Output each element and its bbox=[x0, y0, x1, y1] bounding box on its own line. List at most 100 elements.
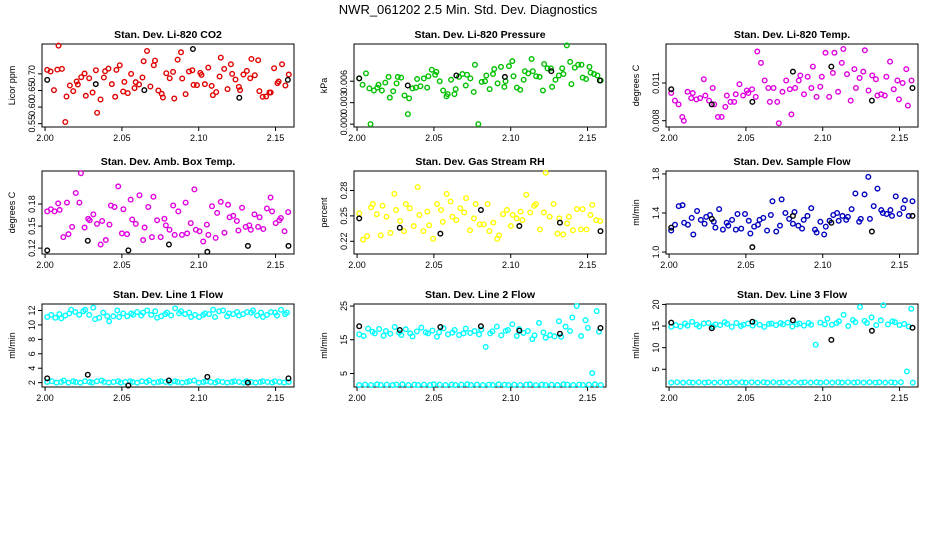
chart-1-hourly-point bbox=[78, 74, 85, 81]
chart-9-low-point bbox=[668, 379, 675, 386]
chart-9-stan-dev-line-3-flow: Stan. Dev. Line 3 Flow 2.00 2.05 2.10 2.15 5 1… bbox=[631, 289, 919, 403]
chart-6-hourly-point bbox=[789, 220, 796, 227]
chart-7-low-point bbox=[82, 378, 89, 385]
chart-9-low-point bbox=[739, 379, 746, 386]
chart-9-high-point bbox=[733, 320, 740, 327]
chart-2-hourly-point bbox=[451, 91, 458, 98]
chart-8-high-point bbox=[593, 308, 600, 315]
chart-2-hourly-point bbox=[409, 85, 416, 92]
chart-9-low-point bbox=[823, 379, 830, 386]
chart-1-hourly-point bbox=[54, 66, 61, 73]
chart-3-hourly-point bbox=[736, 81, 743, 88]
chart-1-hourly-point bbox=[271, 65, 278, 72]
chart-5-hourly-point bbox=[461, 209, 468, 216]
chart-7-low-point bbox=[281, 379, 288, 386]
chart-6-hourly-point bbox=[760, 214, 767, 221]
chart-8-high-point bbox=[409, 333, 416, 340]
chart-2-hourly-point bbox=[560, 71, 567, 78]
chart-3-hourly-point bbox=[688, 95, 695, 102]
chart-6-hourly-point bbox=[852, 190, 859, 197]
chart-3-reference-point bbox=[668, 86, 675, 93]
chart-8-high-point bbox=[360, 333, 367, 340]
chart-7-high-point bbox=[72, 308, 79, 315]
chart-9-low-point bbox=[860, 379, 867, 386]
chart-8-low-point bbox=[511, 381, 518, 388]
chart-3-hourly-point bbox=[890, 86, 897, 93]
chart-7-x-tick-label: 2.00 bbox=[36, 393, 54, 403]
chart-1-hourly-point bbox=[92, 67, 99, 74]
chart-1-hourly-point bbox=[179, 75, 186, 82]
chart-6-reference-point bbox=[868, 228, 875, 235]
chart-1-hourly-point bbox=[155, 87, 162, 94]
chart-5-hourly-point bbox=[453, 217, 460, 224]
chart-3-reference-point bbox=[909, 85, 916, 92]
chart-5-hourly-point bbox=[410, 223, 417, 230]
chart-2-hourly-point bbox=[483, 72, 490, 79]
chart-4-hourly-point bbox=[233, 217, 240, 224]
chart-5-hourly-point bbox=[401, 228, 408, 235]
chart-3-hourly-point bbox=[749, 86, 756, 93]
chart-9-high-point bbox=[789, 323, 796, 330]
chart-4-hourly-point bbox=[65, 231, 72, 238]
chart-9-x-tick-label: 2.05 bbox=[737, 393, 755, 403]
chart-7-low-point bbox=[285, 378, 292, 385]
chart-1-hourly-point bbox=[124, 90, 131, 97]
chart-6-hourly-point bbox=[865, 173, 872, 180]
chart-8-low-point bbox=[356, 381, 363, 388]
chart-1-hourly-point bbox=[275, 78, 282, 85]
chart-7-low-point bbox=[53, 379, 60, 386]
chart-7-y-tick-label: 10 bbox=[27, 320, 37, 330]
chart-8-high-point bbox=[418, 324, 425, 331]
chart-5-hourly-point bbox=[447, 198, 454, 205]
chart-5-hourly-point bbox=[550, 201, 557, 208]
chart-9-high-point bbox=[717, 322, 724, 329]
figure-title: NWR_061202 2.5 Min. Std. Dev. Diagnostic… bbox=[339, 2, 598, 17]
chart-7-high-point bbox=[120, 310, 127, 317]
chart-7-low-point bbox=[65, 379, 72, 386]
chart-8-plot-frame bbox=[353, 303, 607, 388]
chart-8-high-point bbox=[425, 330, 432, 337]
chart-4-hourly-point bbox=[81, 224, 88, 231]
chart-5-hourly-point bbox=[564, 220, 571, 227]
chart-5-hourly-point bbox=[577, 226, 584, 233]
chart-9-low-point bbox=[711, 379, 718, 386]
chart-2-hourly-point bbox=[452, 86, 459, 93]
chart-4-hourly-point bbox=[154, 217, 161, 224]
chart-9-reference-point bbox=[828, 336, 835, 343]
chart-9-high-point bbox=[761, 323, 768, 330]
chart-3-hourly-point bbox=[706, 97, 713, 104]
chart-8-low-point bbox=[542, 381, 549, 388]
chart-5-reference-point bbox=[597, 228, 604, 235]
chart-3-reference-point bbox=[708, 101, 715, 108]
chart-8-low-point bbox=[538, 381, 545, 388]
chart-7-stan-dev-line-1-flow: Stan. Dev. Line 1 Flow 2.00 2.05 2.10 2.15 2 4… bbox=[7, 289, 295, 403]
chart-2-hourly-point bbox=[406, 95, 413, 102]
chart-5-hourly-point bbox=[507, 223, 514, 230]
chart-4-title: Stan. Dev. Amb. Box Temp. bbox=[101, 156, 236, 168]
chart-6-hourly-point bbox=[745, 217, 752, 224]
chart-4-hourly-point bbox=[255, 223, 262, 230]
chart-2-hourly-point bbox=[559, 65, 566, 72]
chart-4-stan-dev-amb-box-temp: Stan. Dev. Amb. Box Temp. 2.00 2.05 2.10 2.1… bbox=[7, 156, 295, 270]
chart-5-reference-point bbox=[356, 215, 363, 222]
chart-7-low-point bbox=[93, 378, 100, 385]
chart-4-hourly-point bbox=[94, 220, 101, 227]
chart-3-hourly-point bbox=[847, 97, 854, 104]
chart-8-low-point bbox=[560, 381, 567, 388]
chart-3-hourly-point bbox=[723, 92, 730, 99]
chart-5-hourly-point bbox=[426, 222, 433, 229]
chart-1-hourly-point bbox=[267, 89, 274, 96]
chart-7-y-tick-label: 6 bbox=[27, 351, 37, 356]
chart-3-hourly-point bbox=[856, 74, 863, 81]
chart-2-hourly-point bbox=[374, 84, 381, 91]
chart-7-high-point bbox=[104, 313, 111, 320]
chart-6-hourly-point bbox=[848, 206, 855, 213]
chart-9-high-point bbox=[705, 320, 712, 327]
chart-2-plot-frame bbox=[353, 43, 607, 128]
chart-1-hourly-point bbox=[150, 62, 157, 69]
chart-2-hourly-point bbox=[414, 76, 421, 83]
chart-2-hourly-point bbox=[528, 56, 535, 63]
chart-3-hourly-point bbox=[671, 97, 678, 104]
chart-4-hourly-point bbox=[187, 220, 194, 227]
